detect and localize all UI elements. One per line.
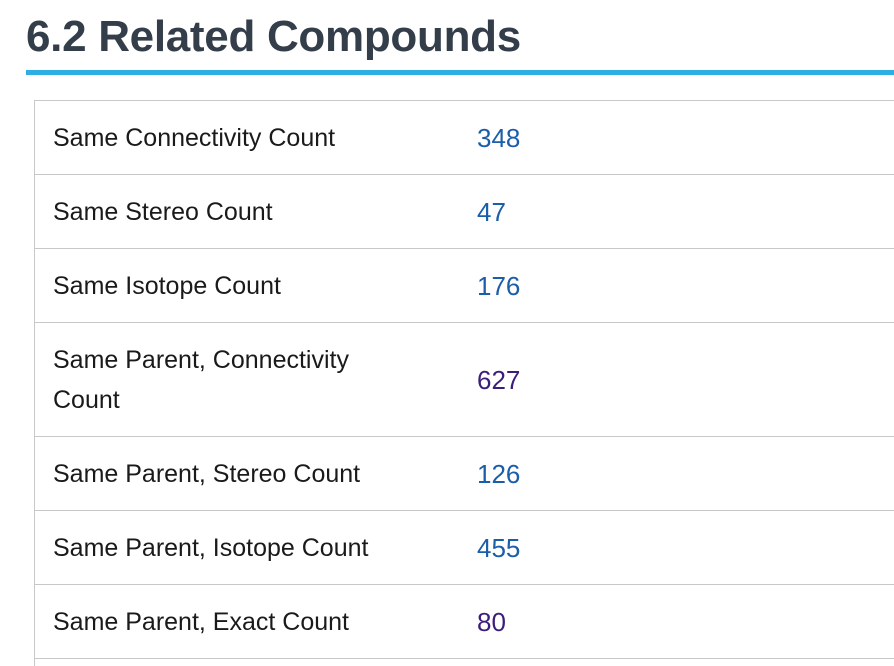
table-row: Same Parent, Isotope Count 455: [35, 511, 894, 585]
table-row: Same Parent, Stereo Count 126: [35, 437, 894, 511]
section-title: 6.2 Related Compounds: [26, 12, 521, 61]
table-row: Same Parent, Exact Count 80: [35, 585, 894, 659]
row-label-same-isotope: Same Isotope Count: [53, 271, 281, 300]
row-label-same-parent-stereo: Same Parent, Stereo Count: [53, 459, 361, 488]
row-label-same-connectivity: Same Connectivity Count: [53, 123, 336, 152]
count-link-same-parent-stereo[interactable]: 126: [477, 458, 521, 489]
table-row: Same Connectivity Count 348: [35, 101, 894, 175]
row-label-same-parent-isotope: Same Parent, Isotope Count: [53, 533, 369, 562]
table-row: Same Isotope Count 176: [35, 249, 894, 323]
count-link-same-isotope[interactable]: 176: [477, 270, 521, 301]
title-underline: [26, 70, 894, 75]
table-row: Same Parent, Connectivity Count 627: [35, 323, 894, 437]
count-link-same-parent-connectivity[interactable]: 627: [477, 364, 521, 395]
row-label-same-parent-connectivity: Same Parent, Connectivity Count: [53, 345, 349, 414]
related-compounds-table: Same Connectivity Count 348 Same Stereo …: [34, 100, 894, 666]
row-label-same-stereo: Same Stereo Count: [53, 197, 273, 226]
count-link-same-parent-isotope[interactable]: 455: [477, 532, 521, 563]
row-label-same-parent-exact: Same Parent, Exact Count: [53, 607, 349, 636]
count-link-same-stereo[interactable]: 47: [477, 196, 506, 227]
count-link-same-connectivity[interactable]: 348: [477, 122, 521, 153]
table-row-partial: [35, 659, 894, 666]
count-link-same-parent-exact[interactable]: 80: [477, 606, 506, 637]
table-row: Same Stereo Count 47: [35, 175, 894, 249]
